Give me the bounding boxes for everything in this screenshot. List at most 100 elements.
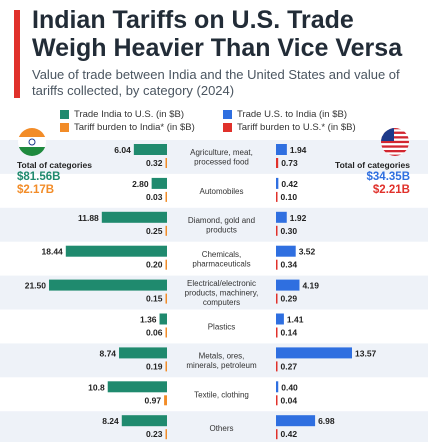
total-trade-us: $34.35B bbox=[366, 171, 410, 183]
row-stripe bbox=[0, 207, 428, 242]
label-india-trade: 1.36 bbox=[140, 315, 157, 325]
category-label-line: Textile, clothing bbox=[194, 390, 249, 399]
category-label-line: Automobiles bbox=[199, 187, 243, 196]
label-us-tariff: 0.34 bbox=[281, 260, 298, 270]
us-flag-icon bbox=[381, 128, 409, 156]
label-india-trade: 18.44 bbox=[42, 247, 64, 257]
label-us-trade: 1.92 bbox=[290, 213, 307, 223]
label-india-tariff: 0.03 bbox=[146, 192, 163, 202]
bar-india-tariff bbox=[164, 395, 167, 406]
label-india-tariff: 0.15 bbox=[146, 294, 163, 304]
legend-item-india-trade: Trade India to U.S. (in $B) bbox=[60, 109, 184, 120]
bar-india-tariff bbox=[165, 429, 167, 440]
category-label: Chemicals, pharmaceuticals bbox=[192, 250, 250, 269]
label-us-trade: 3.52 bbox=[299, 247, 316, 257]
total-tariff-india: $2.17B bbox=[17, 184, 55, 196]
label-us-tariff: 0.27 bbox=[281, 361, 298, 371]
bar-india-trade bbox=[49, 279, 167, 291]
bar-us-trade bbox=[276, 144, 287, 155]
category-label: Others bbox=[209, 424, 233, 433]
bar-india-trade bbox=[151, 177, 167, 189]
label-india-trade: 8.74 bbox=[99, 348, 116, 358]
bar-india-trade bbox=[121, 415, 167, 427]
legend-label: Tariff burden to India* (in $B) bbox=[74, 122, 195, 133]
label-india-tariff: 0.25 bbox=[146, 226, 163, 236]
category-label-line: Plastics bbox=[208, 322, 236, 331]
bar-us-trade bbox=[276, 211, 287, 223]
bar-india-trade bbox=[133, 144, 167, 155]
label-india-trade: 2.80 bbox=[132, 179, 149, 189]
bar-india-tariff bbox=[165, 225, 167, 236]
category-label-line: Diamond, gold and bbox=[188, 216, 255, 225]
category-label-line: processed food bbox=[194, 158, 249, 167]
chart-title: Indian Tariffs on U.S. Trade Weigh Heavi… bbox=[32, 6, 403, 62]
category-label-line: products, machinery, bbox=[185, 289, 259, 298]
label-us-tariff: 0.14 bbox=[281, 328, 298, 338]
category-label: Textile, clothing bbox=[194, 390, 249, 399]
bar-us-trade bbox=[276, 347, 352, 359]
bar-us-tariff bbox=[276, 259, 278, 270]
bar-us-tariff bbox=[276, 395, 278, 406]
bar-us-tariff bbox=[276, 327, 278, 338]
category-label: Automobiles bbox=[199, 187, 243, 196]
bar-us-tariff bbox=[276, 293, 278, 304]
category-label: Metals, ores, minerals, petroleum bbox=[186, 352, 257, 371]
row-stripe bbox=[0, 411, 428, 442]
category-label-line: computers bbox=[203, 298, 240, 307]
category-label: Diamond, gold and products bbox=[188, 216, 255, 235]
total-label-india: Total of categories bbox=[17, 160, 92, 170]
label-us-trade: 0.42 bbox=[281, 179, 298, 189]
label-india-trade: 6.04 bbox=[114, 145, 131, 155]
category-label-line: Others bbox=[209, 424, 233, 433]
label-india-trade: 10.8 bbox=[88, 382, 105, 392]
row-stripe bbox=[0, 343, 428, 378]
bar-us-trade bbox=[276, 381, 279, 393]
total-tariff-us: $2.21B bbox=[372, 184, 410, 196]
legend-item-us-trade: Trade U.S. to India (in $B) bbox=[223, 109, 347, 120]
bar-india-trade bbox=[101, 211, 167, 223]
legend-label: Trade India to U.S. (in $B) bbox=[74, 109, 185, 120]
label-us-trade: 1.94 bbox=[290, 145, 307, 155]
label-india-tariff: 0.23 bbox=[146, 429, 163, 439]
bar-us-trade bbox=[276, 415, 316, 427]
bar-india-tariff bbox=[165, 361, 167, 372]
bar-india-trade bbox=[107, 381, 167, 393]
category-label: Agriculture, meat, processed food bbox=[190, 148, 253, 167]
label-us-trade: 1.41 bbox=[287, 315, 304, 325]
label-us-trade: 13.57 bbox=[355, 348, 377, 358]
label-us-tariff: 0.10 bbox=[281, 192, 298, 202]
legend-swatch-red bbox=[223, 123, 232, 132]
bar-india-trade bbox=[119, 347, 167, 359]
label-india-trade: 8.24 bbox=[102, 416, 119, 426]
bar-india-tariff bbox=[165, 158, 167, 168]
label-india-tariff: 0.20 bbox=[146, 260, 163, 270]
label-us-tariff: 0.29 bbox=[281, 294, 298, 304]
label-us-tariff: 0.04 bbox=[281, 395, 298, 405]
bar-india-tariff bbox=[165, 191, 167, 202]
legend-item-us-tariff: Tariff burden to U.S.* (in $B) bbox=[223, 122, 356, 133]
category-label-line: pharmaceuticals bbox=[192, 259, 250, 268]
bar-us-tariff bbox=[276, 158, 279, 168]
label-india-tariff: 0.32 bbox=[146, 158, 163, 168]
label-india-tariff: 0.19 bbox=[146, 361, 163, 371]
legend-item-india-tariff: Tariff burden to India* (in $B) bbox=[60, 122, 195, 133]
legend-swatch-green bbox=[60, 110, 69, 119]
category-label-line: minerals, petroleum bbox=[186, 361, 257, 370]
label-us-trade: 4.19 bbox=[302, 281, 319, 291]
legend-label: Trade U.S. to India (in $B) bbox=[237, 109, 348, 120]
bar-us-trade bbox=[276, 279, 300, 291]
category-label-line: products bbox=[206, 226, 237, 235]
category-label: Electrical/electronic products, machinery… bbox=[185, 279, 259, 307]
label-us-tariff: 0.30 bbox=[281, 226, 298, 236]
label-us-tariff: 0.73 bbox=[281, 158, 298, 168]
bar-us-tariff bbox=[276, 225, 278, 236]
label-india-tariff: 0.97 bbox=[145, 395, 162, 405]
bar-india-trade bbox=[65, 245, 167, 257]
bar-us-tariff bbox=[276, 361, 278, 372]
legend-swatch-blue bbox=[223, 110, 232, 119]
label-us-trade: 0.40 bbox=[281, 382, 298, 392]
bar-india-tariff bbox=[165, 259, 167, 270]
india-flag-icon bbox=[18, 128, 46, 156]
legend-swatch-orange bbox=[60, 123, 69, 132]
